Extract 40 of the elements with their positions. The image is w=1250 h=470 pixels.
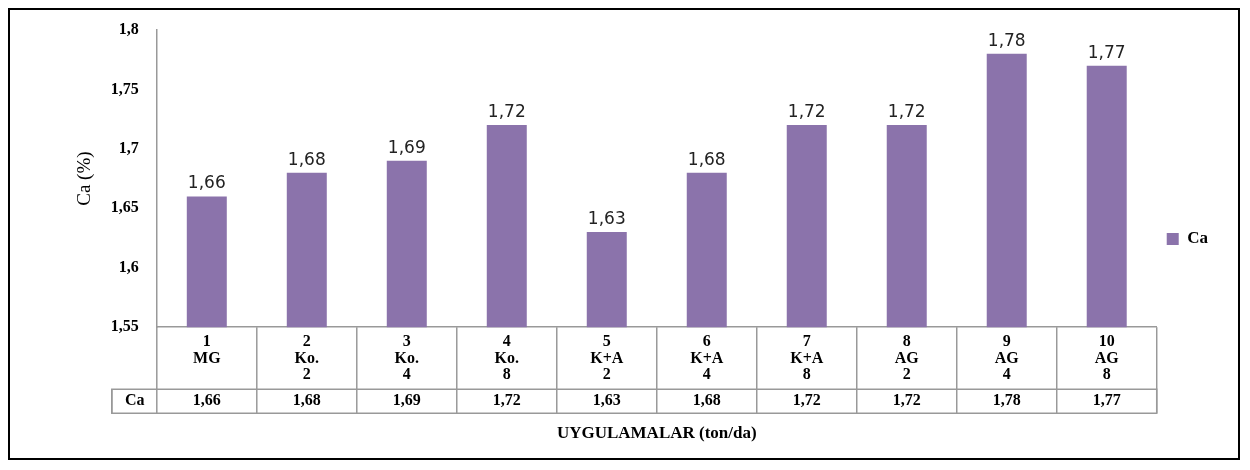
y-axis-title: Ca (%) (73, 151, 96, 206)
data-label: 1,69 (392, 391, 421, 409)
data-label: 1,66 (192, 391, 221, 409)
data-label: 1,68 (692, 391, 721, 409)
x-axis-title: UYGULAMALAR (ton/da) (556, 423, 757, 443)
text: 1,66 (187, 172, 226, 193)
data-label: 1,72 (892, 391, 921, 409)
text: Ca (125, 391, 145, 409)
y-tick-label: 1,75 (110, 79, 139, 97)
x-tick-label: 1 MG (193, 331, 222, 366)
text: 1,63 (587, 208, 626, 229)
y-tick-label: 1,65 (110, 198, 139, 216)
text: 1,77 (1087, 41, 1126, 62)
text: 1,72 (487, 101, 526, 122)
y-tick-label: 1,8 (118, 20, 139, 38)
data-label: 1,78 (992, 391, 1021, 409)
text: 1,68 (687, 148, 726, 169)
legend-label: Ca (1187, 228, 1209, 248)
data-label: 1,68 (292, 391, 321, 409)
text: 1,69 (387, 136, 426, 157)
x-tick-label: 10 AG 8 (1094, 331, 1120, 383)
y-tick-label: 1,55 (110, 317, 139, 335)
text: 1,72 (887, 101, 926, 122)
data-label: 1,77 (1092, 391, 1121, 409)
x-tick-label: 8 AG 2 (894, 331, 920, 383)
text: 1,78 (987, 29, 1026, 50)
x-tick-label: 2 Ko. 2 (294, 331, 320, 383)
x-tick-label: 6 K+A 4 (690, 331, 724, 383)
y-tick-label: 1,6 (118, 257, 139, 275)
text: 1,68 (287, 148, 326, 169)
x-tick-label: 5 K+A 2 (590, 331, 624, 383)
x-tick-label: 3 Ko. 4 (394, 331, 420, 383)
x-tick-label: 7 K+A 8 (790, 331, 824, 383)
x-tick-label: 4 Ko. 8 (494, 331, 519, 383)
data-label: 1,72 (492, 391, 521, 409)
data-label: 1,72 (792, 391, 821, 409)
y-tick-label: 1,7 (118, 139, 139, 157)
data-label: 1,63 (592, 391, 621, 409)
text: 1,72 (787, 101, 826, 122)
x-tick-label: 9 AG 4 (994, 331, 1020, 383)
